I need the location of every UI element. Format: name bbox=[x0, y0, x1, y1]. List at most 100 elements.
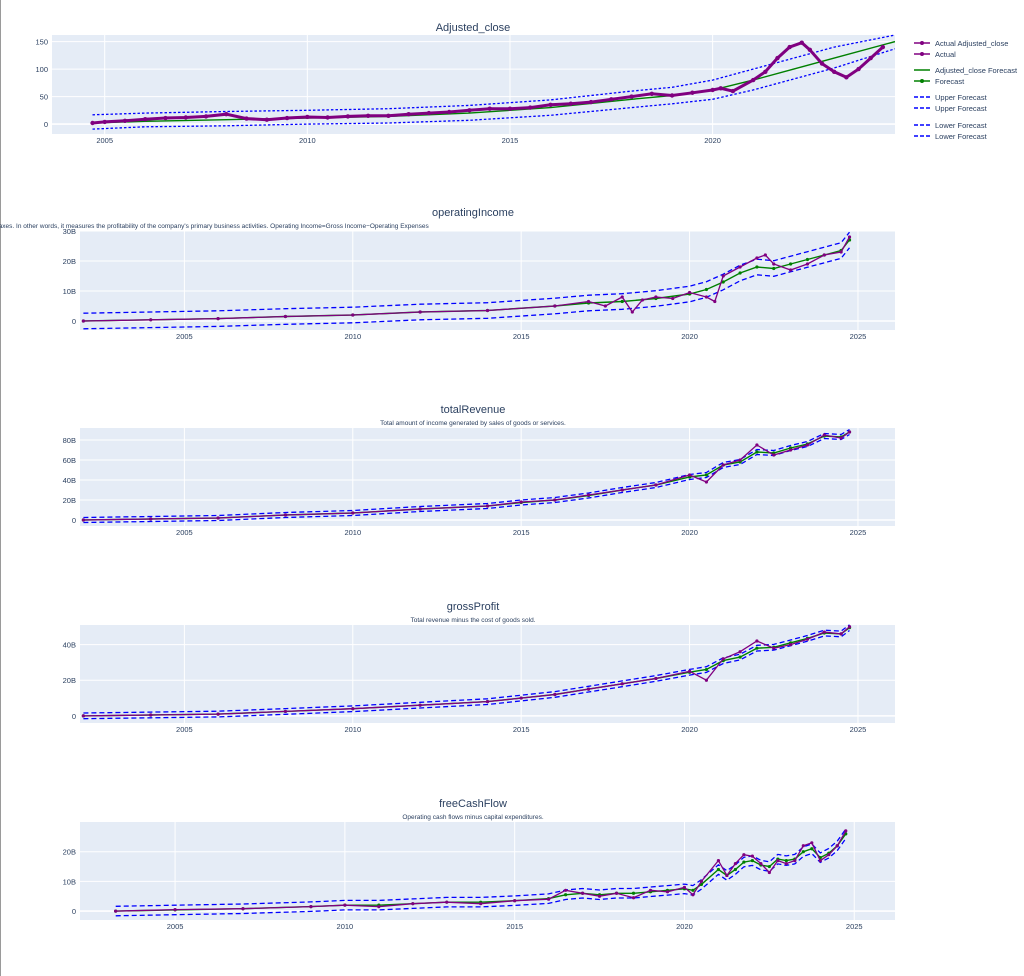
forecast-point bbox=[691, 888, 695, 892]
actual-point bbox=[787, 44, 792, 50]
actual-point bbox=[669, 93, 675, 98]
actual-point bbox=[547, 897, 551, 901]
panel-operatingIncome: 0 10B 20B 30B 2005 2010 2015 2020 2025 operatingI… bbox=[0, 207, 895, 341]
actual-point bbox=[750, 854, 754, 858]
actual-point bbox=[788, 643, 793, 647]
actual-point bbox=[216, 712, 220, 716]
chart-title: freeCashFlow bbox=[439, 798, 507, 810]
panel-freeCashFlow: 0 10B 20B 2005 2010 2015 2020 2025 freeCashFlow O… bbox=[63, 798, 895, 931]
forecast-point bbox=[733, 867, 737, 872]
y-tick-label: 20B bbox=[63, 848, 76, 857]
x-tick-label: 2015 bbox=[506, 922, 523, 931]
upper-forecast-line bbox=[115, 828, 847, 907]
chart-title: grossProfit bbox=[447, 601, 500, 613]
actual-point bbox=[445, 900, 449, 904]
chart-title: Adjusted_close bbox=[436, 22, 511, 34]
actual-point bbox=[793, 859, 797, 863]
actual-point bbox=[81, 518, 85, 522]
actual-point bbox=[682, 885, 687, 889]
panel-grossProfit: 0 20B 40B 2005 2010 2015 2020 2025 grossProfit To… bbox=[63, 601, 895, 734]
chart-subtitle: Total revenue minus the cost of goods so… bbox=[410, 617, 535, 624]
forecast-point bbox=[721, 280, 725, 284]
y-tick-label: 0 bbox=[72, 712, 76, 721]
actual-point bbox=[776, 859, 780, 863]
actual-point bbox=[203, 114, 209, 119]
actual-point bbox=[784, 861, 788, 866]
chart-subtitle: Operating cash flows minus capital expen… bbox=[402, 814, 543, 821]
legend-label: Actual Adjusted_close bbox=[935, 39, 1008, 48]
actual-point bbox=[805, 262, 810, 266]
plot-traces bbox=[81, 231, 852, 330]
panel-Adjusted_close: 0 50 100 150 2005 2010 2015 2020 Adjusted_close bbox=[35, 22, 895, 145]
x-tick-label: 2020 bbox=[681, 725, 698, 734]
actual-point bbox=[528, 105, 533, 110]
actual-point bbox=[406, 112, 411, 117]
actual-point bbox=[671, 296, 675, 301]
actual-point bbox=[224, 112, 229, 117]
forecast-point bbox=[742, 860, 746, 864]
actual-point bbox=[763, 69, 768, 75]
actual-point bbox=[649, 91, 655, 97]
legend-label: Actual bbox=[935, 50, 956, 59]
legend-item: Lower Forecast bbox=[914, 132, 988, 141]
actual-point bbox=[580, 891, 585, 895]
x-tick-label: 2025 bbox=[850, 332, 867, 341]
actual-point bbox=[772, 646, 776, 650]
actual-point bbox=[620, 488, 624, 492]
legend-swatch-marker bbox=[920, 52, 924, 56]
actual-point bbox=[345, 114, 351, 119]
actual-point bbox=[788, 448, 793, 452]
forecast-point bbox=[631, 891, 636, 895]
forecast-point bbox=[716, 867, 721, 872]
legend-label: Adjusted_close Forecast bbox=[935, 66, 1018, 75]
actual-point bbox=[847, 625, 852, 629]
actual-point bbox=[730, 88, 736, 94]
actual-point bbox=[750, 77, 756, 83]
plot-area bbox=[80, 822, 895, 920]
actual-point bbox=[283, 513, 288, 517]
upper-forecast-line bbox=[83, 624, 850, 714]
actual-point bbox=[343, 903, 347, 907]
actual-line bbox=[92, 40, 884, 125]
forecast-point bbox=[738, 271, 742, 275]
actual-point bbox=[687, 290, 692, 295]
actual-point bbox=[264, 117, 270, 122]
plot-area bbox=[80, 625, 895, 723]
legend-item: Upper Forecast bbox=[914, 93, 988, 102]
actual-point bbox=[309, 905, 313, 909]
actual-point bbox=[710, 87, 715, 93]
actual-point bbox=[767, 870, 771, 875]
actual-point bbox=[738, 458, 742, 462]
actual-point bbox=[519, 500, 523, 504]
x-tick-label: 2010 bbox=[344, 332, 361, 341]
forecast-point bbox=[704, 287, 709, 292]
actual-point bbox=[721, 463, 725, 467]
x-tick-label: 2005 bbox=[176, 528, 193, 537]
x-tick-label: 2010 bbox=[344, 725, 361, 734]
actual-point bbox=[691, 893, 695, 897]
forecast-point bbox=[755, 646, 759, 650]
x-tick-label: 2010 bbox=[299, 136, 316, 145]
plot-traces bbox=[114, 828, 848, 917]
y-tick-label: 20B bbox=[63, 496, 76, 505]
actual-point bbox=[620, 295, 624, 299]
actual-point bbox=[631, 896, 636, 900]
actual-point bbox=[654, 295, 658, 299]
actual-point bbox=[548, 102, 553, 108]
actual-point bbox=[553, 498, 557, 502]
actual-point bbox=[553, 692, 557, 697]
actual-point bbox=[241, 907, 245, 911]
actual-point bbox=[467, 108, 472, 113]
actual-point bbox=[588, 99, 594, 105]
actual-point bbox=[665, 890, 670, 894]
actual-point bbox=[690, 90, 695, 95]
forecast-point bbox=[564, 893, 568, 897]
actual-point bbox=[629, 94, 634, 99]
x-tick-label: 2005 bbox=[167, 922, 184, 931]
legend-item: Actual Adjusted_close bbox=[914, 39, 1008, 48]
legend-item: Lower Forecast bbox=[914, 121, 988, 130]
actual-point bbox=[351, 313, 355, 317]
forecast-point bbox=[755, 265, 759, 269]
actual-point bbox=[839, 436, 843, 440]
actual-point bbox=[614, 891, 619, 895]
